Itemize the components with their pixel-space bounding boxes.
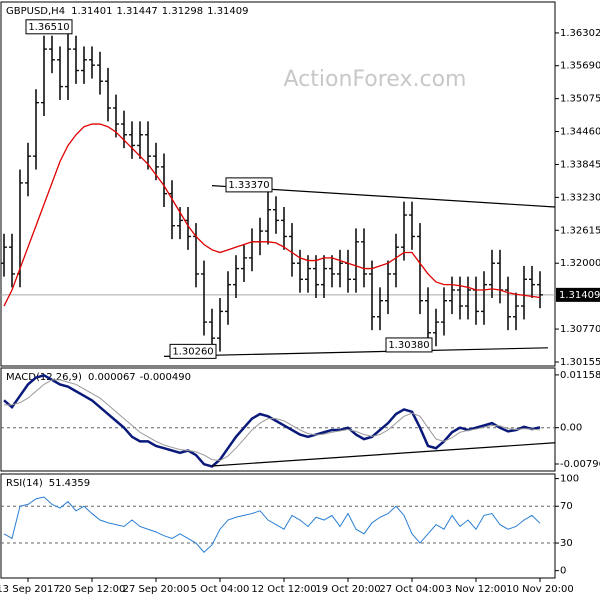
y-tick-label: 1.35690 (560, 61, 600, 72)
y-tick-label: 1.30770 (560, 324, 600, 335)
y-tick-label: 0.011588 (560, 370, 600, 381)
annotation-label: 1.30260 (172, 346, 213, 357)
y-tick-label: 1.34460 (560, 127, 600, 138)
annotation-box (25, 19, 73, 35)
trendline (211, 442, 556, 467)
last-price-label: 1.31409 (559, 290, 600, 301)
panel-header: RSI(14) 51.4359 (6, 478, 90, 489)
header-value: -0.000490 (140, 372, 191, 383)
y-tick-label: -0.007961 (560, 459, 600, 470)
y-tick-label: 1.32000 (560, 258, 600, 269)
annotation-box (385, 337, 433, 353)
panel-header: GBPUSD,H4 1.31401 1.31447 1.31298 1.31409 (6, 6, 249, 17)
y-tick-label: 1.36302 (560, 28, 600, 39)
x-tick-label: 10 Nov 20:00 (506, 584, 573, 595)
series-line (4, 379, 541, 462)
panel-frame (0, 1, 556, 367)
header-value: 0.000067 (88, 372, 136, 383)
y-tick-label: 1.33845 (560, 159, 600, 170)
x-tick-label: 20 Sep 12:00 (59, 584, 126, 595)
x-tick-label: 3 Nov 12:00 (445, 584, 506, 595)
last-price-box (556, 287, 600, 302)
x-tick-label: 27 Sep 20:00 (123, 584, 190, 595)
x-tick-label: 13 Sep 2017 (0, 584, 60, 595)
header-value: 1.31401 (71, 6, 112, 17)
panel-header: MACD(12,26,9) 0.000067 -0.000490 (6, 372, 191, 383)
series-line (3, 496, 541, 553)
x-tick-label: 12 Oct 12:00 (251, 584, 316, 595)
y-tick-label: 1.35075 (560, 94, 600, 105)
annotation-box (225, 177, 273, 193)
annotation-label: 1.30380 (388, 340, 429, 351)
header-value: 1.31298 (162, 6, 203, 17)
y-tick-label: 1.30155 (560, 357, 600, 368)
panel-title: GBPUSD,H4 (6, 6, 65, 17)
y-tick-label: 0.00 (560, 423, 582, 434)
y-tick-label: 100 (560, 474, 579, 485)
y-tick-label: 1.33230 (560, 192, 600, 203)
x-tick-label: 27 Oct 04:00 (379, 584, 444, 595)
annotation-label: 1.36510 (28, 22, 69, 33)
header-value: 1.31447 (116, 6, 157, 17)
y-tick-label: 70 (560, 501, 573, 512)
y-tick-label: 0 (560, 566, 566, 577)
y-tick-label: 30 (560, 538, 573, 549)
y-tick-label: 1.32615 (560, 225, 600, 236)
series-line (3, 123, 541, 307)
watermark: ActionForex.com (284, 67, 467, 92)
x-tick-label: 19 Oct 20:00 (315, 584, 380, 595)
panel-frame (0, 367, 556, 472)
panel-title: RSI(14) (6, 478, 43, 489)
annotation-label: 1.33370 (228, 180, 269, 191)
annotation-box (169, 343, 217, 359)
panel-frame (0, 473, 556, 579)
x-tick-label: 5 Oct 04:00 (191, 584, 250, 595)
trendline (163, 347, 549, 357)
panel-title: MACD(12,26,9) (6, 372, 82, 383)
header-value: 51.4359 (49, 478, 90, 489)
header-value: 1.31409 (207, 6, 248, 17)
